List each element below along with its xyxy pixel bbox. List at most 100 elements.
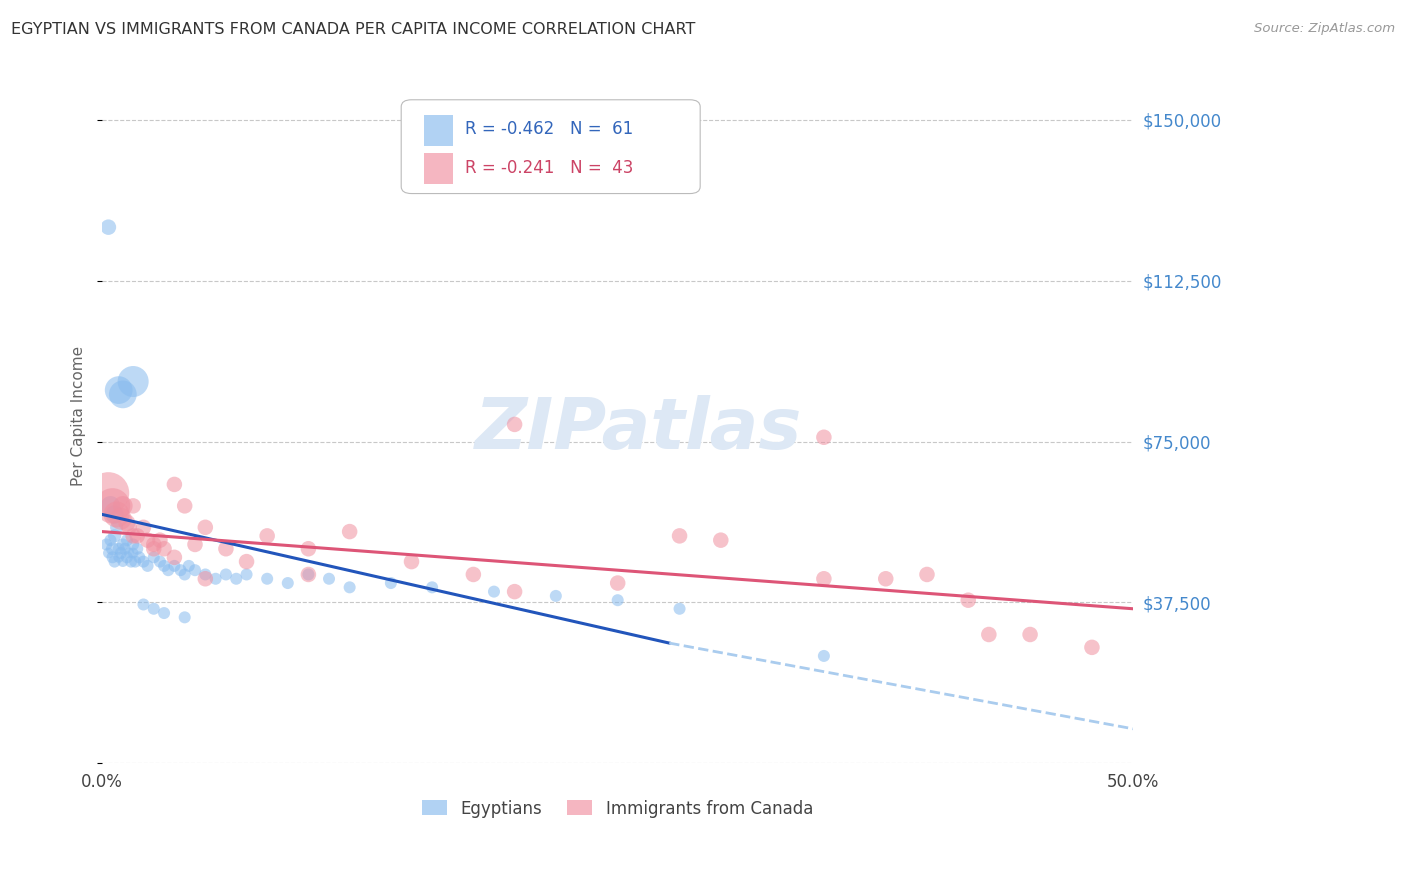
Point bbox=[204, 572, 226, 586]
Text: R = -0.462   N =  61: R = -0.462 N = 61 bbox=[465, 120, 633, 138]
Point bbox=[118, 546, 141, 560]
Point bbox=[111, 499, 134, 513]
Point bbox=[97, 220, 120, 235]
Point bbox=[97, 546, 120, 560]
Text: EGYPTIAN VS IMMIGRANTS FROM CANADA PER CAPITA INCOME CORRELATION CHART: EGYPTIAN VS IMMIGRANTS FROM CANADA PER C… bbox=[11, 22, 696, 37]
Point bbox=[1019, 627, 1042, 641]
Point bbox=[297, 541, 319, 556]
Point bbox=[235, 555, 257, 569]
Point bbox=[401, 555, 423, 569]
FancyBboxPatch shape bbox=[401, 100, 700, 194]
Point bbox=[127, 529, 149, 543]
Point bbox=[710, 533, 733, 548]
Point bbox=[132, 598, 155, 612]
Point bbox=[142, 537, 165, 551]
Point bbox=[100, 533, 122, 548]
Point bbox=[122, 537, 145, 551]
Point bbox=[103, 555, 125, 569]
Point bbox=[544, 589, 567, 603]
Point bbox=[1081, 640, 1104, 655]
Point bbox=[103, 508, 125, 522]
Point bbox=[813, 648, 835, 663]
Point bbox=[215, 567, 238, 582]
Point bbox=[114, 541, 136, 556]
Text: Source: ZipAtlas.com: Source: ZipAtlas.com bbox=[1254, 22, 1395, 36]
Point bbox=[149, 555, 172, 569]
Point bbox=[177, 558, 200, 573]
Point bbox=[420, 580, 443, 594]
Point bbox=[124, 555, 146, 569]
Point bbox=[173, 499, 195, 513]
Point bbox=[128, 550, 150, 565]
Point bbox=[256, 529, 278, 543]
Point bbox=[194, 567, 217, 582]
Point bbox=[503, 417, 526, 432]
Point bbox=[339, 580, 361, 594]
Point bbox=[122, 546, 145, 560]
Point bbox=[101, 541, 124, 556]
Point bbox=[977, 627, 1000, 641]
Point bbox=[115, 516, 138, 530]
Point bbox=[503, 584, 526, 599]
Point bbox=[277, 576, 299, 591]
Bar bbox=[423, 115, 453, 146]
Point bbox=[122, 375, 145, 389]
Point bbox=[173, 610, 195, 624]
Point bbox=[157, 563, 180, 577]
Legend: Egyptians, Immigrants from Canada: Egyptians, Immigrants from Canada bbox=[416, 793, 820, 824]
Point bbox=[153, 541, 176, 556]
Point bbox=[122, 499, 145, 513]
Point bbox=[163, 550, 186, 565]
Point bbox=[107, 550, 129, 565]
Point bbox=[149, 533, 172, 548]
Point bbox=[184, 537, 207, 551]
Point bbox=[318, 572, 340, 586]
Text: ZIPatlas: ZIPatlas bbox=[475, 395, 801, 464]
Point bbox=[132, 555, 155, 569]
Point bbox=[107, 541, 129, 556]
Point bbox=[163, 558, 186, 573]
Point bbox=[875, 572, 897, 586]
Point bbox=[957, 593, 980, 607]
Point bbox=[915, 567, 938, 582]
Point bbox=[235, 567, 257, 582]
Point bbox=[101, 499, 124, 513]
Point bbox=[339, 524, 361, 539]
Point bbox=[100, 499, 122, 513]
Point bbox=[136, 558, 159, 573]
Y-axis label: Per Capita Income: Per Capita Income bbox=[72, 346, 86, 486]
Point bbox=[111, 555, 134, 569]
Point bbox=[115, 550, 138, 565]
Point bbox=[153, 558, 176, 573]
Point bbox=[107, 383, 129, 397]
Point bbox=[297, 567, 319, 582]
Point bbox=[169, 563, 191, 577]
Point bbox=[194, 572, 217, 586]
Point bbox=[105, 520, 128, 534]
Point bbox=[380, 576, 402, 591]
Bar bbox=[423, 153, 453, 185]
Point bbox=[132, 520, 155, 534]
Point bbox=[256, 572, 278, 586]
Point bbox=[215, 541, 238, 556]
Point bbox=[153, 606, 176, 620]
Point bbox=[127, 541, 149, 556]
Point bbox=[194, 520, 217, 534]
Point bbox=[297, 567, 319, 582]
Point bbox=[101, 550, 124, 565]
Point bbox=[606, 593, 628, 607]
Point bbox=[163, 477, 186, 491]
Point bbox=[105, 508, 128, 522]
Point bbox=[142, 541, 165, 556]
Point bbox=[96, 537, 118, 551]
Text: R = -0.241   N =  43: R = -0.241 N = 43 bbox=[465, 159, 634, 177]
Point bbox=[122, 529, 145, 543]
Point bbox=[606, 576, 628, 591]
Point bbox=[184, 563, 207, 577]
Point bbox=[103, 529, 125, 543]
Point bbox=[136, 533, 159, 548]
Point bbox=[110, 546, 132, 560]
Point bbox=[668, 601, 690, 615]
Point bbox=[118, 520, 141, 534]
Point bbox=[813, 572, 835, 586]
